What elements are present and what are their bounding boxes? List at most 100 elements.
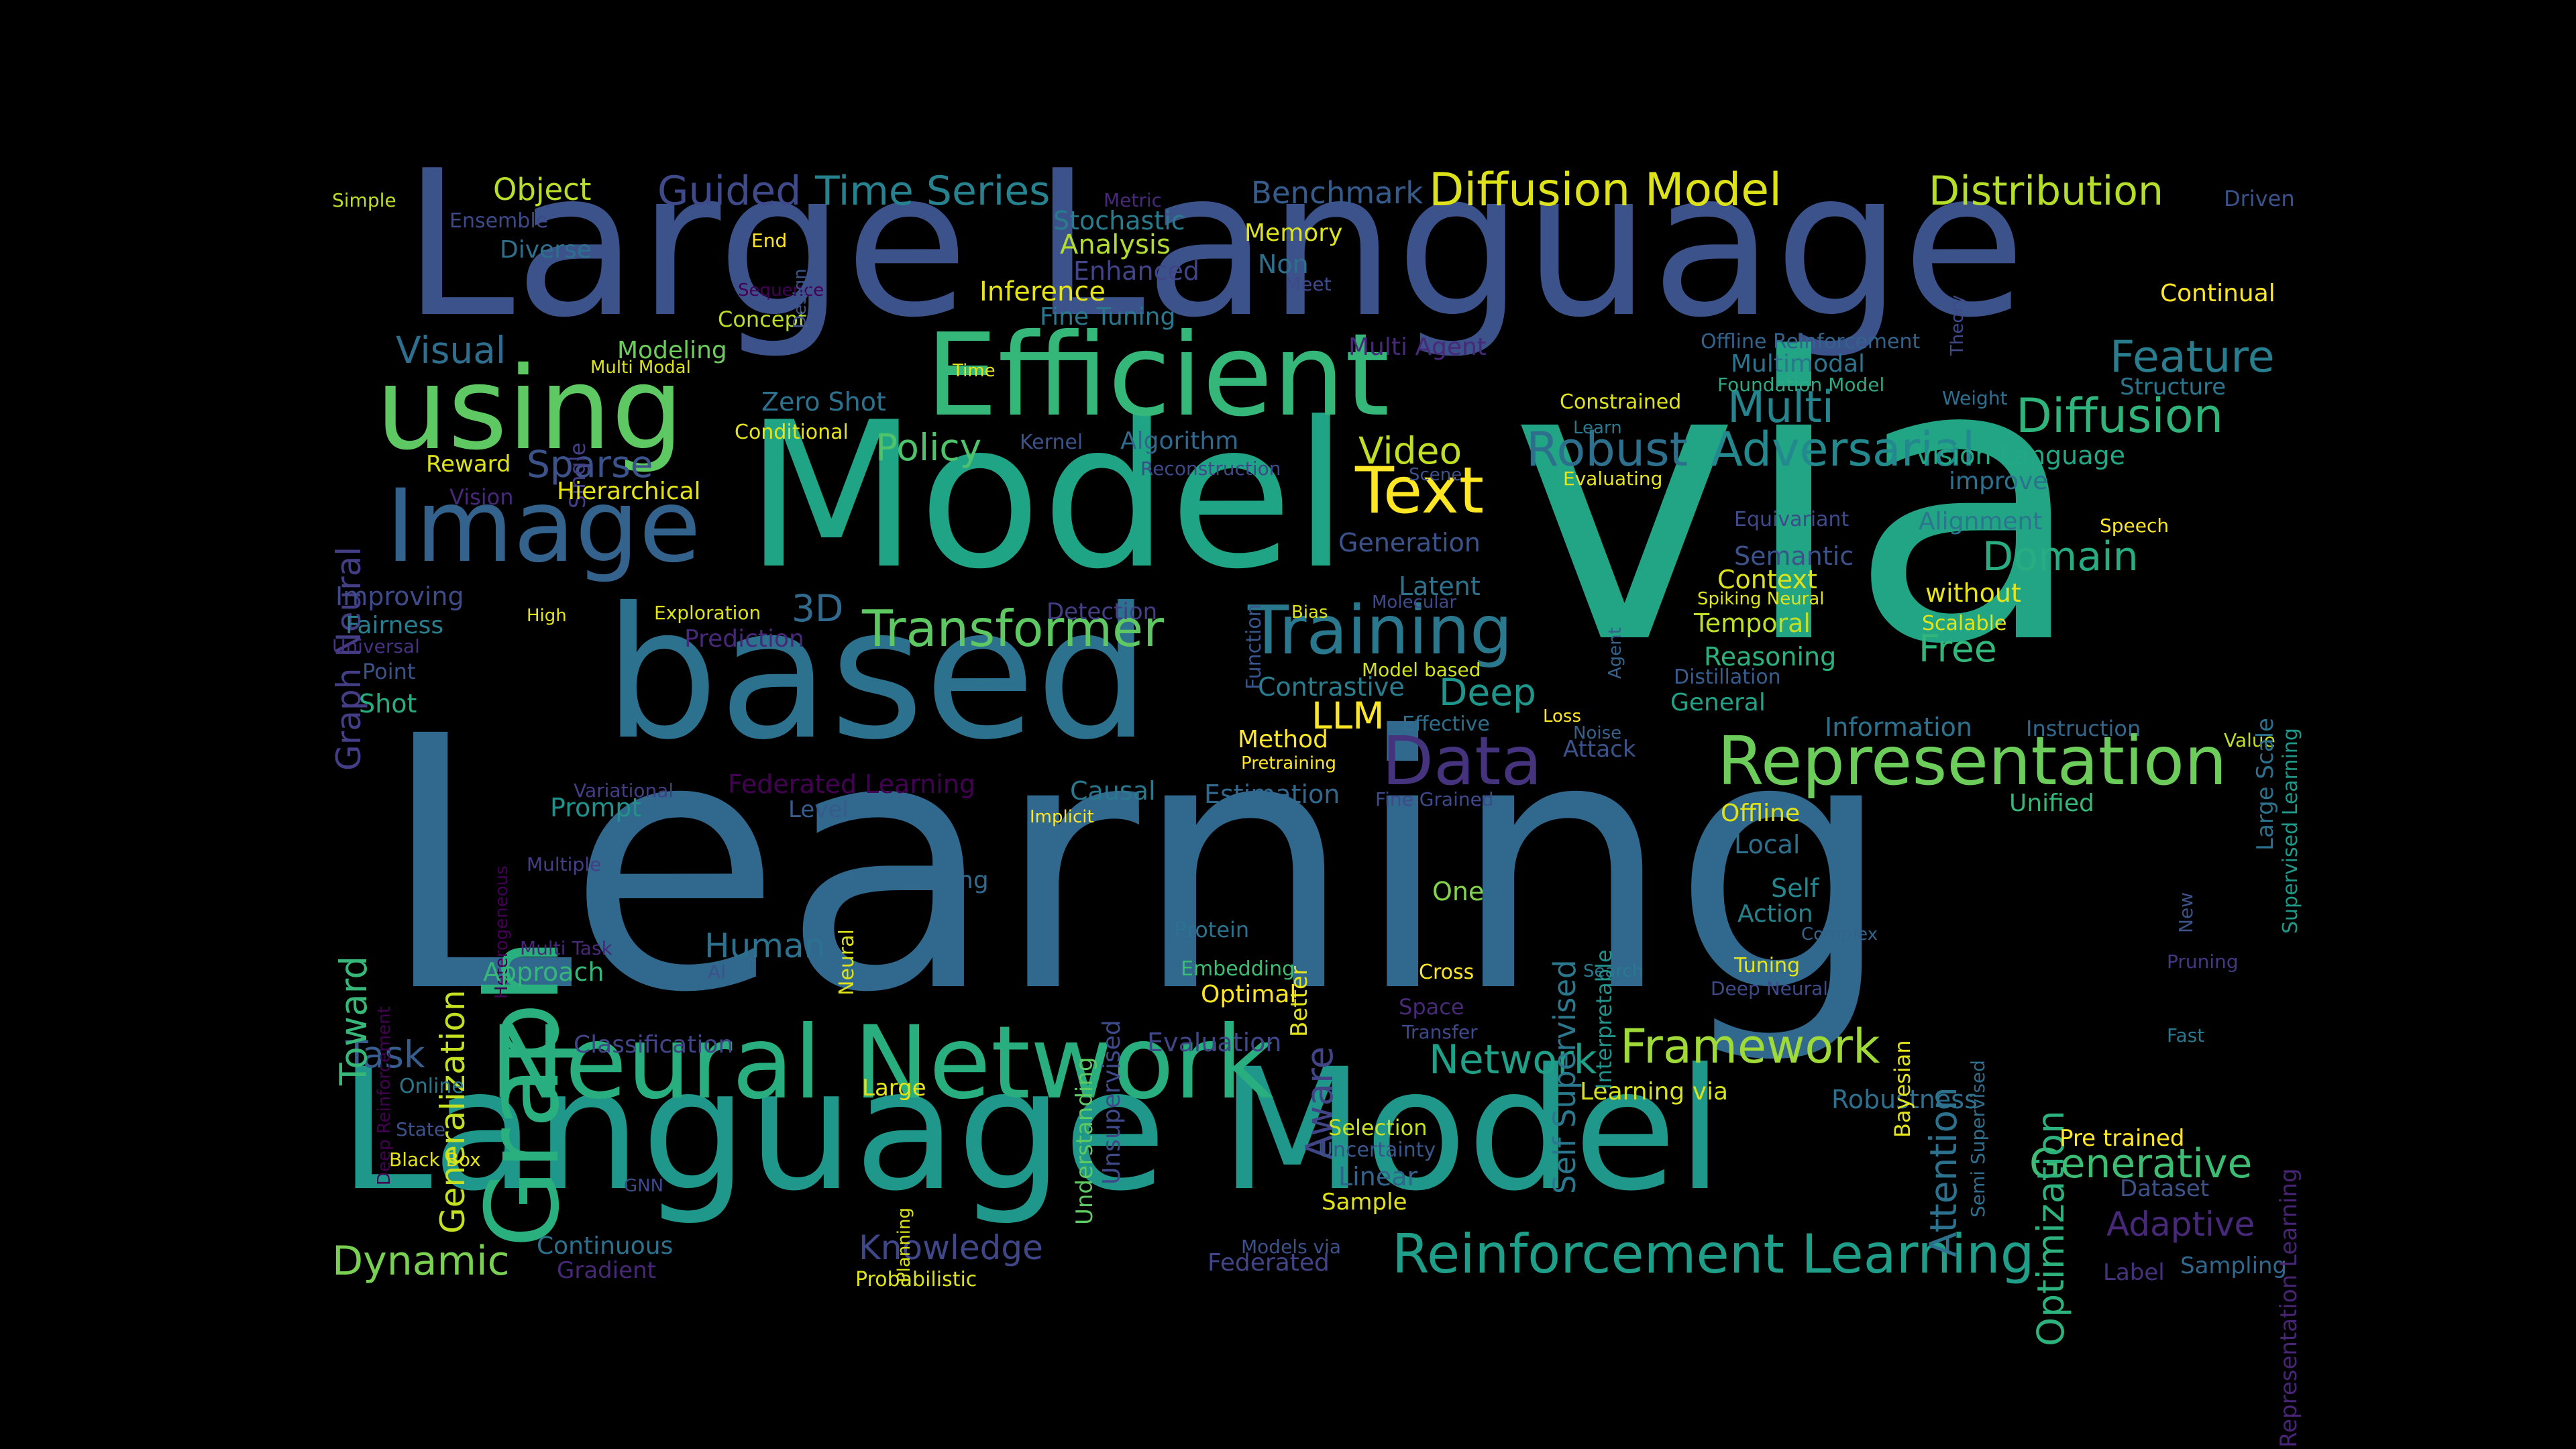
cloud-word: Weight (1942, 387, 2008, 409)
cloud-word: Interpretable (1591, 949, 1617, 1089)
cloud-word: Multi (1727, 382, 1834, 433)
cloud-word: AI (708, 961, 727, 983)
cloud-word: Prompt (550, 793, 642, 822)
cloud-word: Model (745, 379, 1349, 613)
cloud-word: Effective (1402, 712, 1490, 736)
cloud-word: Supervised Learning (2279, 728, 2302, 934)
cloud-word: Guided (657, 168, 802, 215)
cloud-word: Large Scale (2252, 718, 2279, 851)
cloud-word: Sparse (527, 443, 653, 486)
cloud-word: 3D (792, 587, 844, 630)
cloud-word: Language Model (339, 1032, 1723, 1228)
cloud-word: Classification (574, 1031, 734, 1059)
cloud-word: improve (1949, 468, 2048, 495)
cloud-word: Method (1238, 726, 1329, 753)
cloud-word: Dataset (2120, 1175, 2210, 1202)
cloud-word: Memory (1244, 219, 1343, 247)
cloud-word: Transfer (1402, 1021, 1478, 1043)
cloud-word: Graph Neural (329, 546, 368, 771)
cloud-word: Space (1399, 994, 1464, 1020)
cloud-word: Robustness (1831, 1085, 1978, 1114)
cloud-word: Offline (1721, 800, 1801, 827)
cloud-word: Temporal (1694, 608, 1811, 638)
cloud-word: Molecular (1372, 592, 1457, 612)
cloud-word: Free (1919, 627, 1997, 670)
cloud-word: Loss (1543, 706, 1582, 727)
cloud-word: Detection (1046, 598, 1158, 625)
cloud-word: Enhancing (862, 867, 989, 894)
cloud-word: Vision Language (1915, 441, 2126, 470)
cloud-word: Spiking Neural (1697, 589, 1825, 609)
cloud-word: Algorithm (1120, 427, 1239, 455)
cloud-word: Benchmark (1251, 175, 1424, 211)
cloud-word: Distribution (1929, 168, 2164, 215)
cloud-word: Level (788, 796, 849, 823)
cloud-word: Generation (1338, 528, 1481, 557)
cloud-word: Generative (2029, 1140, 2253, 1187)
cloud-word: Approach (483, 957, 604, 987)
cloud-word: Reward (426, 451, 511, 478)
cloud-word: without (1925, 578, 2021, 608)
cloud-word: Noise (1573, 723, 1622, 743)
cloud-word: Knowledge (859, 1228, 1043, 1267)
cloud-word: General (1670, 689, 1766, 716)
cloud-word: Adaptive (2106, 1205, 2255, 1244)
cloud-word: Evaluating (1563, 468, 1663, 490)
cloud-word: Multi Task (520, 937, 612, 959)
cloud-word: Embedding (1181, 957, 1295, 981)
cloud-word: Probabilistic (855, 1268, 977, 1291)
cloud-word: Diffusion Model (1429, 164, 1782, 217)
cloud-word: Meet (1285, 273, 1332, 295)
cloud-word: Driven (2224, 186, 2295, 211)
cloud-word: One (1432, 877, 1485, 906)
cloud-word: Instruction (2026, 716, 2141, 741)
cloud-word: via (1509, 276, 2086, 729)
cloud-word: Local (1734, 830, 1801, 859)
cloud-word: Self Supervised (1547, 959, 1582, 1194)
cloud-word: Alignment (1919, 508, 2043, 535)
cloud-word: Action (1737, 900, 1813, 928)
cloud-word: Bayesian (1890, 1040, 1915, 1138)
cloud-word: Unsupervised (1098, 1020, 1126, 1185)
cloud-word: Fairness (345, 612, 444, 639)
cloud-word: Framework (1620, 1019, 1880, 1074)
cloud-word: Pre trained (2059, 1125, 2185, 1152)
cloud-word: Multiple (527, 853, 602, 875)
cloud-word: Linear (1338, 1162, 1418, 1191)
cloud-word: Continual (2160, 280, 2275, 307)
cloud-word: Deep (1439, 671, 1536, 714)
cloud-word: Learning (379, 662, 1894, 1069)
cloud-word: High (527, 606, 567, 626)
cloud-word: Time (953, 361, 996, 381)
cloud-word: Transformer (862, 599, 1165, 658)
cloud-word: State (396, 1118, 446, 1140)
cloud-word: Agent (1605, 627, 1625, 679)
cloud-word: Sequence (738, 280, 824, 301)
cloud-word: Hierarchical (557, 478, 701, 505)
cloud-word: Federated (1208, 1249, 1330, 1277)
cloud-word: Deep Neural (1711, 977, 1829, 1000)
cloud-word: Inference (979, 276, 1106, 307)
cloud-word: Evaluation (1147, 1028, 1282, 1057)
cloud-word: Distillation (1674, 665, 1781, 689)
cloud-word: New (2175, 892, 2197, 933)
cloud-word: Fine Tuning (1040, 303, 1176, 331)
cloud-word: Estimation (1204, 780, 1340, 809)
cloud-word: Sampling (2180, 1252, 2288, 1279)
cloud-word: Improving (335, 582, 464, 611)
cloud-word: Enhanced (1073, 256, 1199, 286)
cloud-word: Foundation Model (1717, 374, 1885, 396)
cloud-word: Video (1358, 429, 1462, 472)
cloud-word: Variational (574, 780, 674, 802)
cloud-word: Time Series (815, 168, 1051, 215)
cloud-word: Uncertainty (1318, 1138, 1436, 1162)
cloud-word: Pruning (2167, 951, 2239, 973)
cloud-word: Implicit (1030, 807, 1094, 827)
cloud-word: GNN (624, 1176, 664, 1196)
cloud-word: Protein (1174, 917, 1250, 943)
cloud-word: Continuous (537, 1232, 674, 1260)
cloud-word: Scalable (1922, 612, 2007, 635)
cloud-word: Training (1248, 591, 1513, 669)
cloud-word: Optimal (1201, 981, 1297, 1008)
cloud-word: Image (386, 468, 701, 585)
